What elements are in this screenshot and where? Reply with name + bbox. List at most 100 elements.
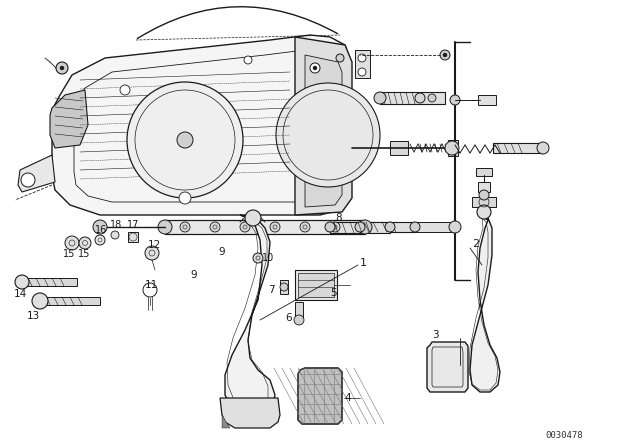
FancyArrowPatch shape: [138, 7, 337, 39]
Circle shape: [120, 85, 130, 95]
Text: 2: 2: [472, 239, 479, 249]
Bar: [448, 140, 458, 156]
Circle shape: [450, 95, 460, 105]
Text: 8: 8: [335, 213, 342, 223]
Circle shape: [358, 220, 372, 234]
Text: 4: 4: [344, 393, 351, 403]
Circle shape: [325, 222, 335, 232]
Circle shape: [21, 173, 35, 187]
Bar: [472, 197, 496, 207]
Circle shape: [477, 205, 491, 219]
Circle shape: [32, 293, 48, 309]
Bar: [295, 270, 337, 300]
Circle shape: [245, 210, 261, 226]
Circle shape: [56, 62, 68, 74]
Circle shape: [358, 68, 366, 76]
Bar: [280, 280, 288, 294]
Circle shape: [449, 221, 461, 233]
Circle shape: [158, 220, 172, 234]
Circle shape: [300, 222, 310, 232]
Circle shape: [210, 222, 220, 232]
Text: 15: 15: [63, 249, 76, 259]
Polygon shape: [52, 35, 350, 215]
Bar: [295, 302, 303, 320]
Circle shape: [276, 83, 380, 187]
Circle shape: [145, 246, 159, 260]
Circle shape: [428, 94, 436, 102]
Circle shape: [294, 315, 304, 325]
Circle shape: [410, 222, 420, 232]
Text: 3: 3: [432, 330, 438, 340]
Bar: [415, 222, 455, 232]
Polygon shape: [220, 398, 280, 428]
Bar: [390, 141, 408, 155]
Polygon shape: [427, 342, 468, 392]
Bar: [22, 278, 77, 286]
Circle shape: [440, 50, 450, 60]
Circle shape: [177, 132, 193, 148]
Circle shape: [79, 237, 91, 249]
Text: 0030478: 0030478: [545, 431, 582, 439]
Bar: [478, 95, 496, 105]
Text: 1: 1: [360, 258, 367, 268]
Text: 9: 9: [190, 270, 196, 280]
Circle shape: [143, 283, 157, 297]
Bar: [493, 143, 543, 153]
Circle shape: [445, 141, 459, 155]
Bar: [360, 222, 415, 232]
Polygon shape: [222, 415, 230, 428]
Text: 5: 5: [330, 288, 337, 298]
Polygon shape: [298, 368, 342, 424]
Circle shape: [253, 253, 263, 263]
Circle shape: [358, 54, 366, 62]
Circle shape: [537, 142, 549, 154]
Circle shape: [127, 82, 243, 198]
Circle shape: [374, 92, 386, 104]
Circle shape: [180, 222, 190, 232]
Circle shape: [310, 63, 320, 73]
Polygon shape: [295, 37, 352, 215]
Circle shape: [355, 222, 365, 232]
Text: 15: 15: [78, 249, 90, 259]
Text: 17: 17: [127, 220, 140, 230]
Text: 9: 9: [218, 247, 225, 257]
Text: 10: 10: [262, 253, 275, 263]
Text: 13: 13: [27, 311, 40, 321]
Bar: [476, 168, 492, 176]
Circle shape: [443, 53, 447, 57]
Text: 11: 11: [145, 280, 158, 290]
Bar: [355, 50, 370, 78]
Bar: [128, 232, 138, 242]
Circle shape: [244, 56, 252, 64]
Text: 6: 6: [285, 313, 292, 323]
Bar: [298, 273, 334, 297]
Circle shape: [385, 222, 395, 232]
Circle shape: [93, 220, 107, 234]
Circle shape: [336, 54, 344, 62]
Polygon shape: [18, 155, 55, 192]
Circle shape: [15, 275, 29, 289]
Circle shape: [179, 192, 191, 204]
Polygon shape: [470, 215, 500, 392]
Circle shape: [65, 236, 79, 250]
Bar: [330, 222, 390, 233]
Text: 14: 14: [14, 289, 28, 299]
Circle shape: [240, 222, 250, 232]
Bar: [40, 297, 100, 305]
Circle shape: [60, 66, 64, 70]
Polygon shape: [305, 55, 342, 207]
Circle shape: [111, 231, 119, 239]
Polygon shape: [225, 215, 275, 415]
Text: 12: 12: [148, 240, 161, 250]
Text: 7: 7: [268, 285, 275, 295]
Text: 16: 16: [95, 225, 108, 235]
Polygon shape: [50, 90, 88, 148]
Bar: [165, 220, 365, 234]
Circle shape: [313, 66, 317, 70]
Circle shape: [330, 222, 340, 232]
Circle shape: [270, 222, 280, 232]
Circle shape: [95, 235, 105, 245]
Text: 18: 18: [110, 220, 122, 230]
Bar: [478, 182, 490, 192]
Circle shape: [415, 93, 425, 103]
